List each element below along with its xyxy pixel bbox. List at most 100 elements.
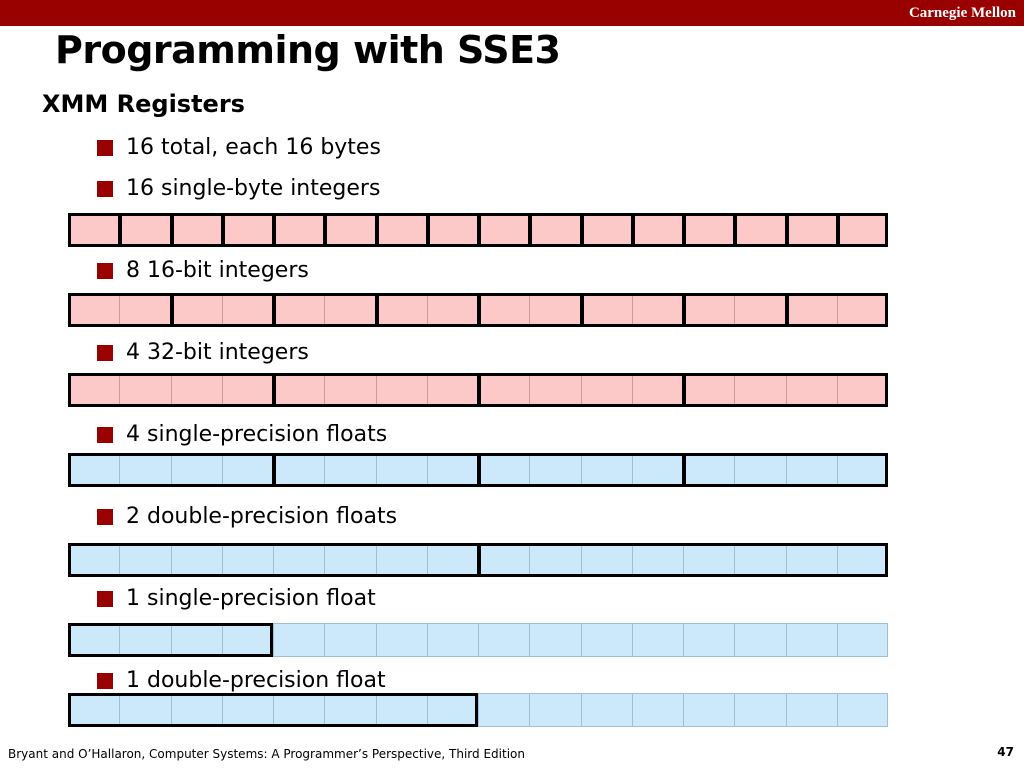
register-byte-cell [631, 213, 684, 247]
register-element-outline [683, 213, 737, 247]
register-byte-cell [683, 453, 736, 487]
register-byte-cell [631, 623, 684, 657]
register-byte-cell [426, 623, 479, 657]
register-element-outline [478, 543, 888, 577]
bullet-text: 4 32-bit integers [126, 340, 309, 365]
register-byte-cell [375, 453, 428, 487]
bullet-square-icon [97, 673, 113, 689]
register-byte-cell [683, 623, 736, 657]
bullet-square-icon [97, 427, 113, 443]
register-element-outline [375, 293, 480, 327]
bullet-square-icon [97, 263, 113, 279]
register-byte-cell [580, 693, 633, 727]
bullet-square-icon [97, 509, 113, 525]
bullet-4-floats: 4 single-precision floats [97, 420, 387, 450]
register-byte-cell [119, 543, 172, 577]
register-byte-cell [273, 623, 326, 657]
register-4-ints [68, 373, 888, 407]
register-byte-cell [221, 373, 274, 407]
bullet-text: 1 single-precision float [126, 586, 376, 611]
register-element-outline [734, 213, 788, 247]
bullet-2-doubles: 2 double-precision floats [97, 502, 397, 532]
register-element-outline [836, 213, 888, 247]
register-byte-cell [683, 293, 736, 327]
register-element-outline [631, 213, 685, 247]
register-byte-cell [631, 453, 684, 487]
register-element-outline [273, 293, 378, 327]
register-byte-cell [836, 623, 888, 657]
register-element-outline [785, 213, 839, 247]
register-byte-cell [734, 693, 787, 727]
register-byte-cell [324, 373, 377, 407]
page-number: 47 [997, 745, 1014, 759]
register-element-outline [580, 293, 685, 327]
register-byte-cell [375, 623, 428, 657]
register-byte-cell [529, 373, 582, 407]
register-byte-cell [170, 373, 223, 407]
bullet-text: 16 total, each 16 bytes [126, 135, 381, 160]
register-byte-cell [478, 623, 531, 657]
register-element-outline [785, 293, 888, 327]
footer-citation: Bryant and O’Hallaron, Computer Systems:… [8, 747, 525, 761]
register-byte-cell [683, 693, 736, 727]
register-byte-cell [529, 623, 582, 657]
register-byte-cell [580, 543, 633, 577]
bullet-square-icon [97, 345, 113, 361]
register-element-outline [478, 293, 583, 327]
register-element-outline [119, 213, 173, 247]
register-byte-cell [324, 623, 377, 657]
bullet-text: 16 single-byte integers [126, 176, 381, 201]
register-element-outline [324, 213, 378, 247]
bullet-text: 4 single-precision floats [126, 422, 388, 447]
register-element-outline [375, 213, 429, 247]
register-byte-cell [683, 373, 736, 407]
register-element-outline [273, 213, 327, 247]
bullet-square-icon [97, 591, 113, 607]
register-byte-cell [631, 293, 684, 327]
bullet-text: 1 double-precision float [126, 668, 386, 693]
register-byte-cell [580, 623, 633, 657]
bullet-text: 8 16-bit integers [126, 258, 309, 283]
slide-title: Programming with SSE3 [55, 28, 561, 72]
register-1-double [68, 693, 888, 727]
register-element-outline [170, 293, 275, 327]
register-element-outline [529, 213, 583, 247]
register-byte-cell [478, 693, 531, 727]
bullet-1-float: 1 single-precision float [97, 584, 376, 614]
register-element-outline [221, 213, 275, 247]
slide-subtitle: XMM Registers [42, 90, 245, 118]
register-byte-cell [631, 693, 684, 727]
header-bar: Carnegie Mellon [0, 0, 1024, 26]
register-byte-cell [221, 543, 274, 577]
bullet-16-bit: 8 16-bit integers [97, 256, 309, 286]
bullet-single-byte: 16 single-byte integers [97, 174, 380, 204]
register-byte-cell [785, 623, 838, 657]
register-element-outline [426, 213, 480, 247]
register-byte-cell [529, 693, 582, 727]
register-element-outline [170, 213, 224, 247]
register-element-outline [478, 373, 685, 407]
bullet-square-icon [97, 181, 113, 197]
register-element-outline [683, 293, 788, 327]
bullet-32-bit: 4 32-bit integers [97, 338, 309, 368]
register-element-outline [478, 453, 685, 487]
register-element-outline [68, 293, 173, 327]
register-byte-cell [836, 693, 888, 727]
register-2-doubles [68, 543, 888, 577]
register-byte-cell [734, 623, 787, 657]
register-element-outline [68, 543, 480, 577]
register-element-outline [580, 213, 634, 247]
register-element-outline [68, 623, 273, 657]
register-element-outline [68, 693, 478, 727]
bullet-square-icon [97, 140, 113, 156]
register-byte-cell [785, 693, 838, 727]
register-byte-cell [273, 693, 326, 727]
register-byte-cell [221, 293, 274, 327]
register-element-outline [273, 373, 480, 407]
register-8-shorts [68, 293, 888, 327]
register-element-outline [683, 453, 888, 487]
brand-label: Carnegie Mellon [908, 5, 1016, 21]
register-element-outline [68, 373, 275, 407]
register-element-outline [273, 453, 480, 487]
register-element-outline [68, 213, 122, 247]
